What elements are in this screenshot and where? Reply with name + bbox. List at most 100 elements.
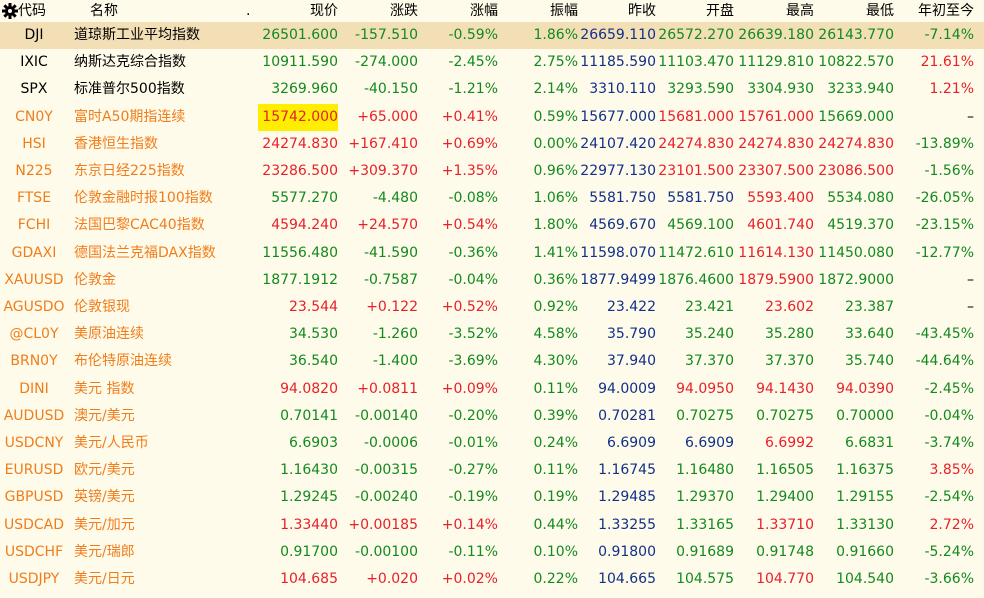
col-header-low[interactable]: 最低 [866, 3, 894, 19]
cell-open: 1.16480 [676, 462, 734, 479]
cell-high: 11129.810 [738, 54, 814, 71]
cell-price: 0.91700 [280, 543, 338, 560]
col-header-amplitude[interactable]: 振幅 [550, 3, 578, 19]
cell-ytd: – [967, 271, 974, 288]
cell-ytd: 21.61% [920, 54, 974, 71]
col-header-prev-close[interactable]: 昨收 [628, 3, 656, 19]
cell-low: 1.16375 [836, 462, 894, 479]
gear-icon[interactable] [2, 0, 18, 22]
table-row[interactable]: EURUSD 欧元/美元 1.16430 -0.00315 -0.27% 0.11% 1.1… [0, 457, 984, 484]
cell-change: +24.570 [357, 217, 418, 234]
cell-high: 104.770 [756, 571, 814, 587]
cell-prev-close: 4569.670 [589, 217, 656, 234]
cell-prev-close: 26659.110 [580, 27, 656, 43]
cell-price: 1.16430 [280, 462, 338, 479]
cell-code: IXIC [20, 54, 48, 71]
cell-change: -274.000 [355, 54, 418, 71]
cell-price: 4594.240 [271, 217, 338, 234]
cell-high: 11614.130 [738, 244, 814, 261]
cell-code: N225 [15, 163, 53, 179]
cell-code: @CL0Y [9, 326, 59, 343]
col-header-open[interactable]: 开盘 [706, 3, 734, 19]
cell-name: 香港恒生指数 [74, 135, 158, 152]
cell-change: +309.370 [348, 163, 418, 179]
cell-price: 94.0820 [280, 380, 338, 397]
cell-prev-close: 5581.750 [589, 190, 656, 207]
cell-name: 道琼斯工业平均指数 [74, 27, 200, 43]
cell-low: 1.33130 [836, 516, 894, 533]
cell-amplitude: 0.36% [533, 271, 578, 288]
cell-ytd: 2.72% [929, 516, 974, 533]
cell-low: 26143.770 [818, 27, 894, 43]
cell-price: 6.6903 [289, 435, 338, 451]
table-row[interactable]: XAUUSD 伦敦金 1877.1912 -0.7587 -0.04% 0.36% 1877… [0, 267, 984, 294]
table-row[interactable]: DINI 美元 指数 94.0820 +0.0811 +0.09% 0.11% 94.000… [0, 376, 984, 403]
cell-price: 3269.960 [271, 81, 338, 98]
table-row[interactable]: USDCAD 美元/加元 1.33440 +0.00185 +0.14% 0.44% 1.3… [0, 512, 984, 539]
cell-prev-close: 0.91800 [598, 543, 656, 560]
col-header-change[interactable]: 涨跌 [390, 3, 418, 19]
cell-amplitude: 4.58% [533, 326, 578, 343]
table-row[interactable]: @CL0Y 美原油连续 34.530 -1.260 -3.52% 4.58% 35.790 3… [0, 321, 984, 348]
col-header-dot: . [246, 3, 251, 19]
cell-high: 94.1430 [756, 380, 814, 397]
cell-change: +0.122 [366, 299, 418, 315]
cell-price: 36.540 [289, 353, 338, 370]
table-row[interactable]: BRN0Y 布伦特原油连续 36.540 -1.400 -3.69% 4.30% 37.94… [0, 348, 984, 375]
cell-name: 美元/日元 [74, 571, 135, 587]
cell-low: 23.387 [845, 299, 894, 315]
table-row[interactable]: USDJPY 美元/日元 104.685 +0.020 +0.02% 0.22% 104.6… [0, 566, 984, 593]
cell-amplitude: 0.00% [533, 135, 578, 152]
col-header-name[interactable]: 名称 [90, 3, 118, 19]
cell-change: -0.00315 [355, 462, 418, 479]
cell-change: +65.000 [357, 108, 418, 125]
table-row[interactable]: SPX 标准普尔500指数 3269.960 -40.150 -1.21% 2.14% 33… [0, 76, 984, 103]
cell-ytd: -44.64% [915, 353, 974, 370]
table-row[interactable]: DJI 道琼斯工业平均指数 26501.600 -157.510 -0.59% 1.86%… [0, 22, 984, 49]
cell-change: -4.480 [372, 190, 418, 207]
cell-code: CN0Y [15, 108, 53, 125]
col-header-high[interactable]: 最高 [786, 3, 814, 19]
cell-change-pct: +0.09% [441, 380, 498, 397]
cell-high: 0.91748 [756, 543, 814, 560]
table-row[interactable]: USDCNY 美元/人民币 6.6903 -0.0006 -0.01% 0.24% 6.69… [0, 430, 984, 457]
cell-name: 法国巴黎CAC40指数 [74, 217, 205, 234]
cell-price: 1877.1912 [262, 271, 338, 288]
table-row[interactable]: CN0Y 富时A50期指连续 15742.000 +65.000 +0.41% 0.59%… [0, 103, 984, 131]
cell-code: AGUSDO [3, 299, 65, 315]
cell-change-pct: -0.11% [448, 543, 498, 560]
cell-change-pct: +1.35% [441, 163, 498, 179]
cell-ytd: -3.66% [924, 571, 974, 587]
cell-price: 15742.000 [258, 103, 338, 131]
cell-prev-close: 0.70281 [598, 407, 656, 424]
cell-name: 美元 指数 [74, 380, 135, 397]
cell-high: 1.33710 [756, 516, 814, 533]
table-row[interactable]: IXIC 纳斯达克综合指数 10911.590 -274.000 -2.45% 2.75%… [0, 49, 984, 76]
table-row[interactable]: FCHI 法国巴黎CAC40指数 4594.240 +24.570 +0.54% 1.80… [0, 212, 984, 239]
col-header-price[interactable]: 现价 [310, 3, 338, 19]
cell-amplitude: 0.19% [533, 489, 578, 506]
cell-ytd: -1.56% [924, 163, 974, 179]
table-row[interactable]: AGUSDO 伦敦银现 23.544 +0.122 +0.52% 0.92% 23.422 2… [0, 294, 984, 321]
col-header-code[interactable]: 代码 [18, 3, 46, 19]
col-header-change-pct[interactable]: 涨幅 [470, 3, 498, 19]
col-header-ytd[interactable]: 年初至今 [918, 3, 974, 19]
cell-price: 11556.480 [262, 244, 338, 261]
cell-high: 35.280 [765, 326, 814, 343]
table-row[interactable]: N225 东京日经225指数 23286.500 +309.370 +1.35% 0.96… [0, 158, 984, 185]
cell-open: 94.0950 [676, 380, 734, 397]
cell-price: 23286.500 [262, 163, 338, 179]
table-row[interactable]: AUDUSD 澳元/美元 0.70141 -0.00140 -0.20% 0.39% 0.7… [0, 403, 984, 430]
cell-code: SPX [20, 81, 48, 98]
cell-prev-close: 22977.130 [580, 163, 656, 179]
cell-prev-close: 1.16745 [598, 462, 656, 479]
table-row[interactable]: GDAXI 德国法兰克福DAX指数 11556.480 -41.590 -0.36% 1.… [0, 240, 984, 267]
table-row[interactable]: FTSE 伦敦金融时报100指数 5577.270 -4.480 -0.08% 1.06%… [0, 185, 984, 212]
table-row[interactable]: HSI 香港恒生指数 24274.830 +167.410 +0.69% 0.00% 241… [0, 131, 984, 158]
table-row[interactable]: USDCHF 美元/瑞郎 0.91700 -0.00100 -0.11% 0.10% 0.9… [0, 539, 984, 566]
cell-change-pct: -0.59% [448, 27, 498, 43]
cell-change: -0.00240 [355, 489, 418, 506]
table-row[interactable]: GBPUSD 英镑/美元 1.29245 -0.00240 -0.19% 0.19% 1.2… [0, 484, 984, 511]
cell-change: +0.00185 [348, 516, 418, 533]
